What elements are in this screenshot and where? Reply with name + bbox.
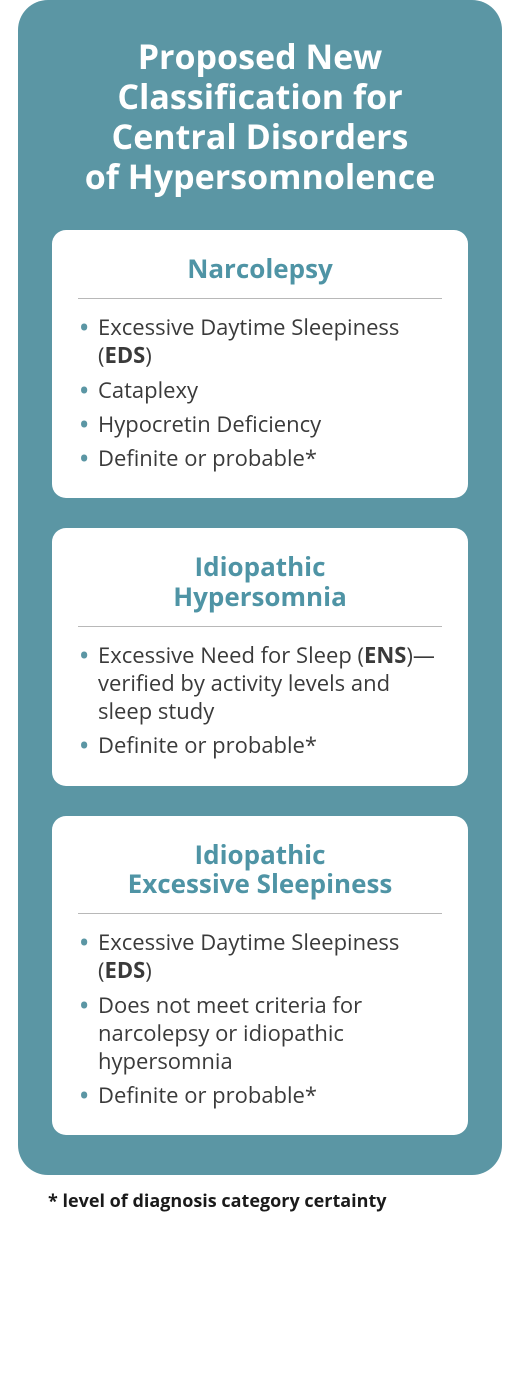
card-bullets: Excessive Daytime Sleepiness (EDS) Does n… [78, 928, 442, 1109]
card-title: IdiopathicHypersomnia [78, 552, 442, 627]
card-title: Narcolepsy [78, 254, 442, 299]
panel: Proposed NewClassification forCentral Di… [18, 0, 502, 1175]
bullet-item: Definite or probable* [78, 444, 442, 472]
bullet-bold: ENS [364, 640, 406, 670]
card-bullets: Excessive Daytime Sleepiness (EDS) Catapl… [78, 313, 442, 472]
bullet-item: Definite or probable* [78, 731, 442, 759]
bullet-bold: EDS [105, 340, 146, 370]
footnote: * level of diagnosis category certainty [18, 1175, 502, 1213]
card-title: IdiopathicExcessive Sleepiness [78, 840, 442, 915]
cards-container: Narcolepsy Excessive Daytime Sleepiness (… [52, 230, 468, 1135]
bullet-item: Definite or probable* [78, 1081, 442, 1109]
bullet-item: Excessive Daytime Sleepiness (EDS) [78, 313, 442, 369]
bullet-item: Does not meet criteria for narcolepsy or… [78, 991, 442, 1075]
card-bullets: Excessive Need for Sleep (ENS)—verified … [78, 641, 442, 760]
classification-card: Narcolepsy Excessive Daytime Sleepiness (… [52, 230, 468, 498]
main-title: Proposed NewClassification forCentral Di… [52, 36, 468, 196]
classification-card: IdiopathicExcessive Sleepiness Excessive … [52, 816, 468, 1136]
bullet-item: Excessive Daytime Sleepiness (EDS) [78, 928, 442, 984]
bullet-item: Hypocretin Deficiency [78, 410, 442, 438]
bullet-item: Cataplexy [78, 376, 442, 404]
infographic-container: Proposed NewClassification forCentral Di… [0, 0, 520, 1213]
bullet-item: Excessive Need for Sleep (ENS)—verified … [78, 641, 442, 725]
bullet-bold: EDS [105, 955, 146, 985]
classification-card: IdiopathicHypersomnia Excessive Need for … [52, 528, 468, 785]
